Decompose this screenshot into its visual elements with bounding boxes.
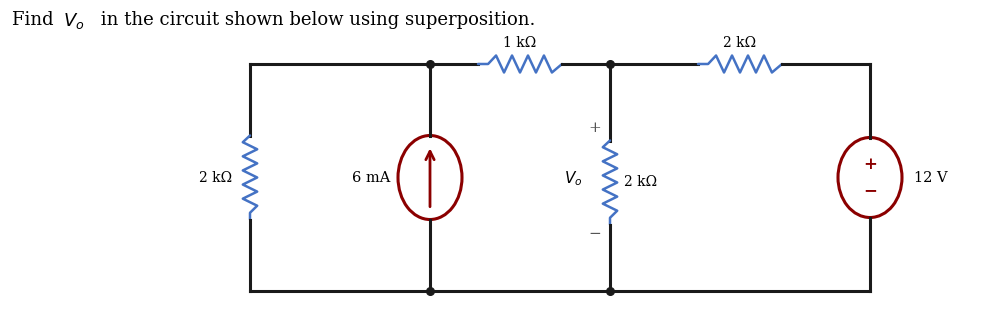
- Text: $V_o$: $V_o$: [63, 11, 84, 31]
- Text: in the circuit shown below using superposition.: in the circuit shown below using superpo…: [95, 11, 535, 29]
- Text: 2 kΩ: 2 kΩ: [723, 36, 756, 50]
- Text: +: +: [588, 121, 601, 136]
- Text: +: +: [863, 156, 876, 173]
- Text: 2 kΩ: 2 kΩ: [199, 170, 232, 185]
- Text: Find: Find: [12, 11, 59, 29]
- Text: $V_o$: $V_o$: [563, 169, 582, 188]
- Text: 6 mA: 6 mA: [351, 170, 389, 185]
- Text: 12 V: 12 V: [913, 170, 947, 185]
- Text: 1 kΩ: 1 kΩ: [503, 36, 536, 50]
- Text: 2 kΩ: 2 kΩ: [624, 175, 657, 190]
- Text: −: −: [863, 182, 876, 199]
- Text: −: −: [588, 227, 601, 241]
